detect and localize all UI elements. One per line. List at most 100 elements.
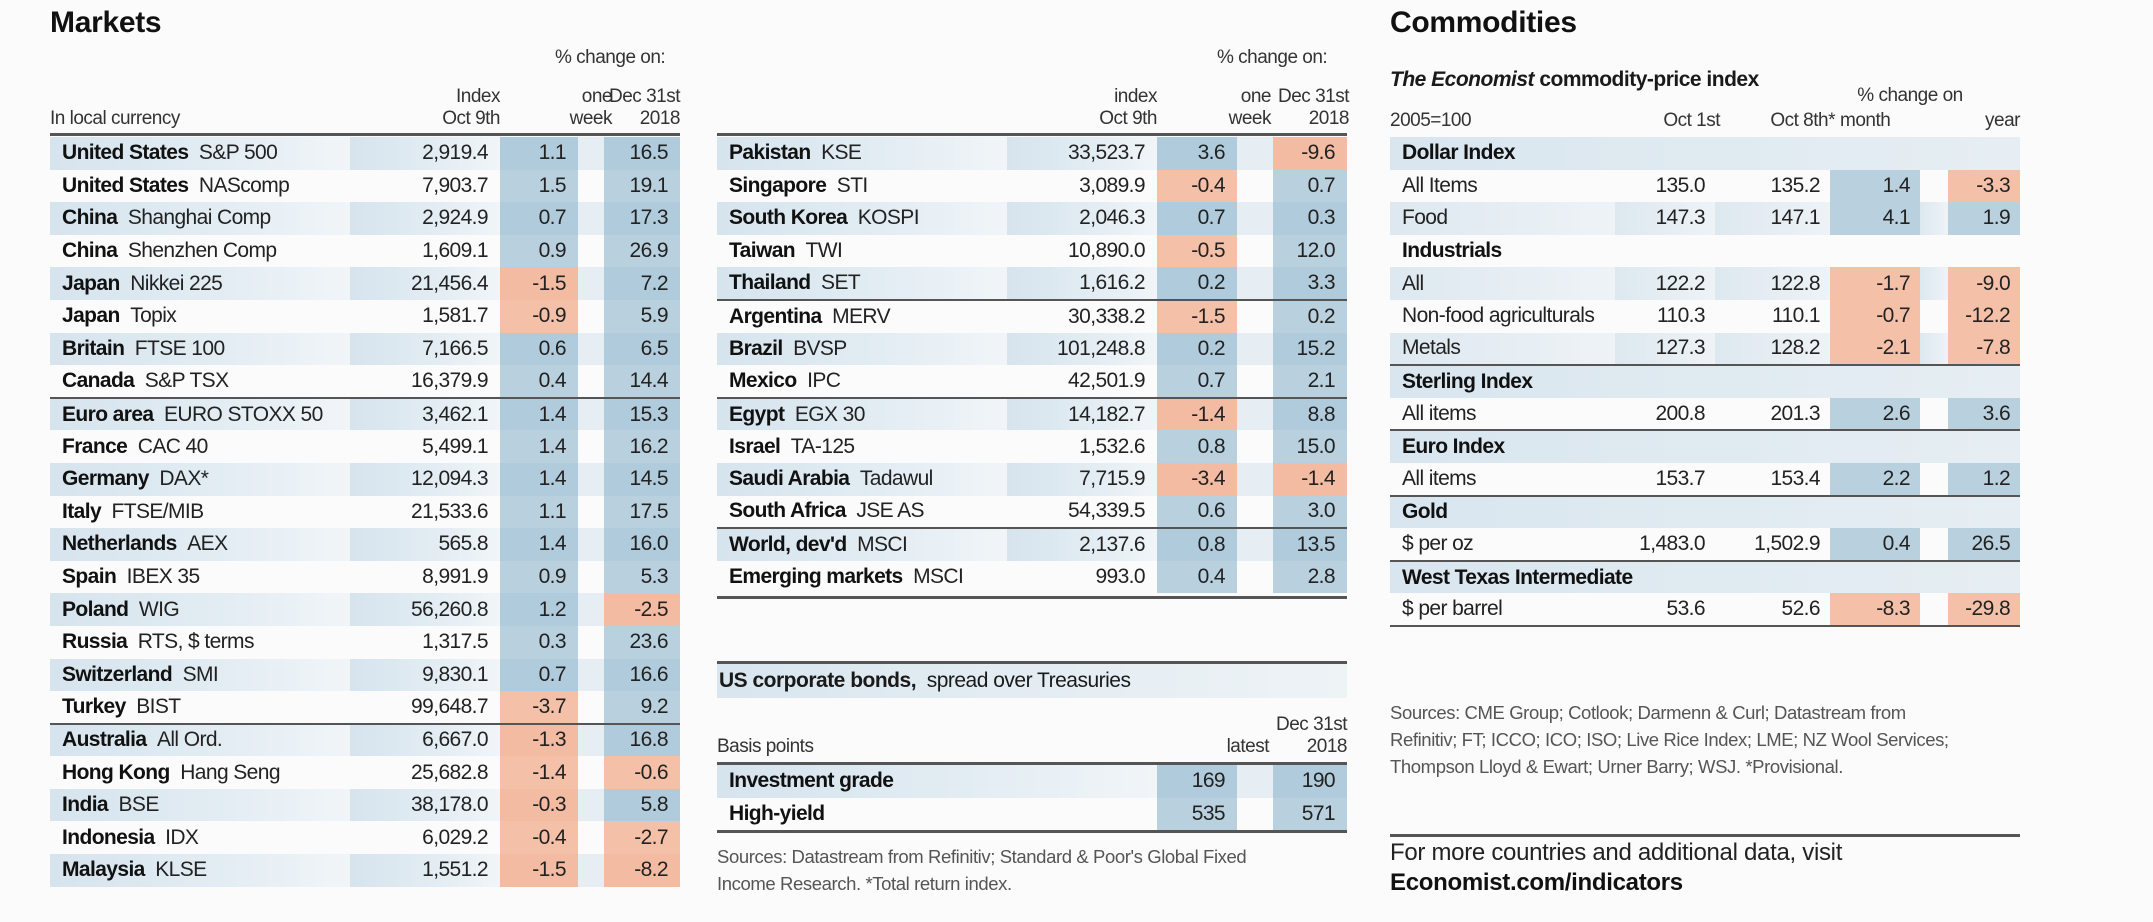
indicators-link[interactable]: Economist.com/indicators [1390, 869, 1683, 896]
index-value: 2,046.3 [1007, 202, 1157, 235]
week-change: 0.9 [500, 234, 578, 268]
oct8-value: 1,502.9 [1754, 531, 1820, 555]
table-row: India BSE 38,178.0 -0.3 5.8 [50, 788, 680, 822]
row-label: Japan Nikkei 225 [50, 267, 350, 300]
spacer [1237, 430, 1273, 463]
index-name: FTSE 100 [134, 336, 225, 360]
index-name: AEX [187, 532, 228, 556]
oct1-value: 200.8 [1655, 401, 1705, 425]
country-name: Pakistan [729, 141, 811, 165]
bond-type: High-yield [729, 801, 825, 825]
col-header-month: month [1840, 110, 1891, 131]
spacer [1237, 332, 1273, 366]
table-row: Japan Nikkei 225 21,456.4 -1.5 7.2 [50, 267, 680, 300]
table-row: Malaysia KLSE 1,551.2 -1.5 -8.2 [50, 854, 680, 887]
table-row: Saudi Arabia Tadawul 7,715.9 -3.4 -1.4 [717, 462, 1347, 496]
week-change: 1.2 [500, 593, 578, 626]
ytd-change: 15.0 [1273, 430, 1347, 463]
sources-line: Sources: Datastream from Refinitiv; Stan… [717, 846, 1247, 867]
month-change: 0.4 [1830, 528, 1920, 561]
country-name: China [62, 206, 118, 230]
table-row: China Shanghai Comp 2,924.9 0.7 17.3 [50, 202, 680, 235]
subtitle-italic: The Economist [1390, 68, 1535, 91]
oct8-value: 110.1 [1772, 304, 1821, 328]
oct1-value: 53.6 [1615, 593, 1715, 627]
visit-block: For more countries and additional data, … [1390, 838, 1842, 898]
spacer [1237, 527, 1273, 561]
group-name: Dollar Index [1390, 137, 2021, 170]
col-header-line: Oct 9th [442, 108, 500, 129]
ytd-change: -8.2 [604, 854, 680, 887]
table-row: Israel TA-125 1,532.6 0.8 15.0 [717, 430, 1347, 463]
index-value: 993.0 [1095, 565, 1145, 589]
index-name: FTSE/MIB [111, 499, 205, 523]
index-name: Topix [130, 304, 177, 328]
index-name: EGX 30 [794, 402, 866, 426]
group-header-row: Gold [1390, 494, 2021, 529]
index-name: RTS, $ terms [137, 630, 255, 654]
subtitle-rest: commodity-price index [1539, 68, 1759, 91]
table-row: Germany DAX* 12,094.3 1.4 14.5 [50, 462, 680, 496]
table-row: Switzerland SMI 9,830.1 0.7 16.6 [50, 658, 680, 692]
country-name: Britain [62, 336, 125, 360]
index-name: All Ord. [156, 728, 223, 752]
index-name: S&P 500 [198, 141, 278, 165]
country-name: Italy [62, 499, 102, 523]
country-name: Russia [62, 630, 128, 654]
oct8-value: 153.4 [1770, 466, 1820, 490]
col-header-line: 2018 [639, 108, 681, 129]
row-label: Indonesia IDX [50, 821, 350, 854]
index-name: SET [821, 271, 861, 295]
col-header-line: 2018 [1306, 736, 1348, 757]
table-row: Italy FTSE/MIB 21,533.6 1.1 17.5 [50, 495, 680, 529]
col-header-line: Dec 31st [1276, 714, 1347, 735]
spacer [1237, 561, 1273, 594]
table-row: Emerging markets MSCI 993.0 0.4 2.8 [717, 560, 1347, 594]
spacer [578, 593, 604, 626]
week-change: -1.3 [500, 722, 578, 757]
ytd-change: 5.8 [604, 788, 680, 822]
spacer [1237, 798, 1273, 831]
month-change: -1.7 [1830, 267, 1920, 300]
row-label: Germany DAX* [50, 462, 350, 496]
ytd-change: 19.1 [604, 169, 680, 203]
country-name: Spain [62, 565, 117, 589]
spacer [1920, 170, 1948, 203]
country-name: World, dev'd [729, 532, 847, 556]
oct1-value: 153.7 [1655, 466, 1705, 490]
visit-text: For more countries and additional data, … [1390, 839, 1843, 866]
month-change: -0.7 [1830, 299, 1920, 333]
index-name: Hang Seng [180, 760, 280, 784]
table-row: All items 153.7 153.4 2.2 1.2 [1390, 462, 2021, 496]
oct1-value: 135.0 [1655, 173, 1705, 197]
index-name: TWI [805, 239, 843, 263]
row-label: Spain IBEX 35 [50, 561, 350, 594]
spacer [1237, 170, 1273, 203]
spacer [1237, 496, 1273, 529]
year-change: -29.8 [1948, 593, 2021, 627]
col-header-line: Dec 31st [1278, 86, 1349, 107]
group-name: Sterling Index [1390, 364, 2021, 398]
oct1-value: 127.3 [1615, 332, 1715, 366]
row-label: Thailand SET [717, 267, 1007, 300]
row-label: High-yield [717, 798, 1157, 831]
spacer [578, 235, 604, 268]
index-value: 16,379.9 [411, 368, 489, 392]
index-value: 42,501.9 [1068, 368, 1146, 392]
pct-change-label: % change on: [1217, 47, 1328, 68]
country-name: Argentina [729, 304, 822, 328]
country-name: Netherlands [62, 532, 177, 556]
week-change: -0.4 [500, 821, 578, 855]
row-label: United States NAScomp [50, 170, 350, 203]
index-value: 5,499.1 [422, 434, 488, 458]
week-change: 0.7 [1157, 202, 1237, 235]
table-row: Netherlands AEX 565.8 1.4 16.0 [50, 528, 680, 561]
table-row: Investment grade 169 190 [717, 765, 1347, 798]
spacer [578, 267, 604, 300]
row-label: China Shenzhen Comp [50, 235, 350, 268]
col-header-line: one [1240, 86, 1272, 107]
currency-label: In local currency [50, 108, 180, 129]
spacer [1920, 332, 1948, 366]
row-label: Hong Kong Hang Seng [50, 756, 350, 789]
index-value: 21,456.4 [350, 267, 500, 300]
